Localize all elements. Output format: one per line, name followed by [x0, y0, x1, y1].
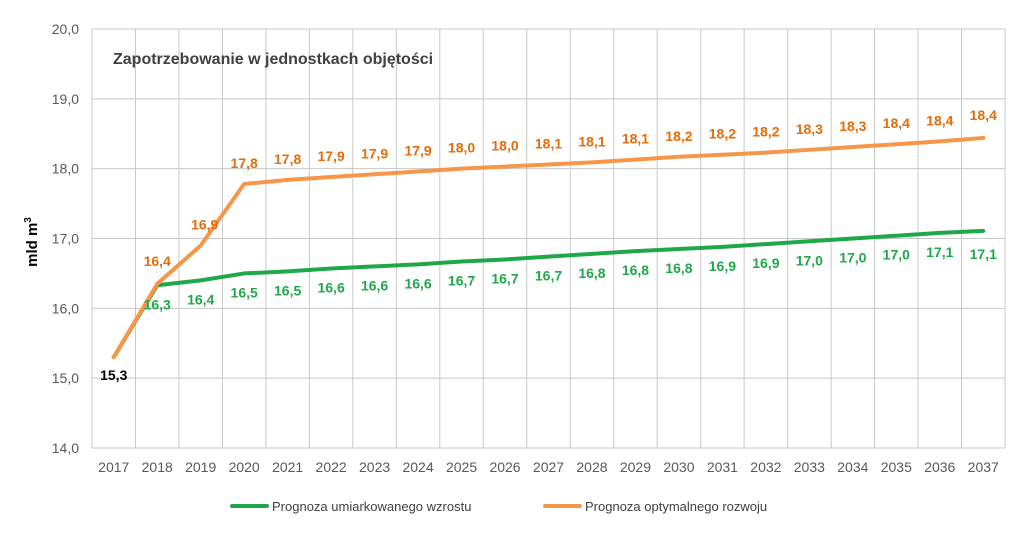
y-tick-label: 19,0	[52, 91, 79, 107]
series-line-optimal	[111, 135, 986, 360]
x-tick-label: 2017	[98, 459, 129, 475]
y-tick-label: 18,0	[52, 161, 79, 177]
data-label: 16,6	[361, 277, 388, 293]
data-label: 16,3	[144, 296, 171, 312]
data-label: 18,0	[491, 138, 518, 154]
start-data-label: 15,3	[100, 367, 127, 383]
data-label: 17,1	[926, 244, 953, 260]
data-label: 17,0	[883, 247, 910, 263]
data-label: 18,1	[535, 135, 562, 151]
data-label: 16,4	[187, 291, 214, 307]
data-label: 16,5	[274, 282, 301, 298]
x-tick-label: 2029	[620, 459, 651, 475]
x-tick-label: 2026	[489, 459, 520, 475]
data-label: 17,9	[361, 145, 388, 161]
x-axis-ticks: 2017 2018 2019 2020 2021 2022 2023 2024 2025 2026…	[98, 459, 999, 475]
x-tick-label: 2022	[316, 459, 347, 475]
data-label: 16,7	[448, 273, 475, 289]
series	[111, 135, 986, 360]
x-tick-label: 2024	[402, 459, 433, 475]
series-line-moderate	[111, 228, 986, 360]
data-label: 18,2	[709, 126, 736, 142]
data-labels: 16,3 16,4 16,5 16,5 16,6 16,6 16,6 16,7 16,7 16,7…	[100, 107, 997, 383]
y-tick-label: 17,0	[52, 231, 79, 247]
y-axis-ticks: 14,0 15,0 16,0 17,0 18,0 19,0 20,0	[52, 21, 79, 456]
legend-item: Prognoza umiarkowanego wzrostu	[230, 499, 471, 514]
x-tick-label: 2023	[359, 459, 390, 475]
x-tick-label: 2021	[272, 459, 303, 475]
legend-label: Prognoza optymalnego rozwoju	[585, 499, 767, 514]
x-tick-label: 2030	[663, 459, 694, 475]
data-label: 18,1	[622, 131, 649, 147]
y-tick-label: 20,0	[52, 21, 79, 37]
x-tick-label: 2025	[446, 459, 477, 475]
data-label: 16,6	[317, 280, 344, 296]
data-label: 17,8	[274, 151, 301, 167]
data-label: 16,4	[144, 253, 171, 269]
x-tick-label: 2027	[533, 459, 564, 475]
data-label: 16,9	[709, 258, 736, 274]
data-label: 16,8	[665, 260, 692, 276]
x-tick-label: 2018	[142, 459, 173, 475]
y-axis-label-superscript: 3	[23, 217, 34, 223]
data-label: 18,2	[752, 124, 779, 140]
data-label: 18,4	[883, 115, 910, 131]
y-tick-label: 15,0	[52, 370, 79, 386]
x-tick-label: 2037	[968, 459, 999, 475]
x-tick-label: 2036	[924, 459, 955, 475]
data-label: 18,0	[448, 140, 475, 156]
legend-item: Prognoza optymalnego rozwoju	[543, 499, 767, 514]
x-tick-label: 2034	[837, 459, 868, 475]
data-label: 17,0	[839, 250, 866, 266]
data-label: 16,9	[191, 216, 218, 232]
data-label: 18,4	[926, 112, 953, 128]
data-label: 17,1	[970, 246, 997, 262]
legend-label: Prognoza umiarkowanego wzrostu	[272, 499, 471, 514]
x-tick-label: 2019	[185, 459, 216, 475]
data-label: 17,9	[404, 142, 431, 158]
y-axis-label: mld m3	[23, 217, 41, 267]
x-tick-label: 2020	[229, 459, 260, 475]
data-label: 18,4	[970, 107, 997, 123]
data-label: 16,9	[752, 255, 779, 271]
data-label: 16,8	[622, 262, 649, 278]
legend: Prognoza umiarkowanego wzrostu Prognoza o…	[230, 499, 767, 514]
data-label: 18,3	[839, 118, 866, 134]
data-label: 16,7	[491, 270, 518, 286]
y-tick-label: 16,0	[52, 300, 79, 316]
data-label: 16,6	[404, 275, 431, 291]
data-label: 16,7	[535, 268, 562, 284]
x-tick-label: 2028	[576, 459, 607, 475]
x-tick-label: 2032	[750, 459, 781, 475]
data-label: 17,0	[796, 252, 823, 268]
data-label: 17,9	[317, 148, 344, 164]
x-tick-label: 2035	[881, 459, 912, 475]
chart-title: Zapotrzebowanie w jednostkach objętości	[113, 51, 433, 68]
x-tick-label: 2033	[794, 459, 825, 475]
x-tick-label: 2031	[707, 459, 738, 475]
data-label: 18,3	[796, 121, 823, 137]
data-label: 17,8	[231, 155, 258, 171]
data-label: 16,8	[578, 265, 605, 281]
data-label: 18,2	[665, 128, 692, 144]
y-tick-label: 14,0	[52, 440, 79, 456]
data-label: 18,1	[578, 133, 605, 149]
data-label: 16,5	[231, 284, 258, 300]
